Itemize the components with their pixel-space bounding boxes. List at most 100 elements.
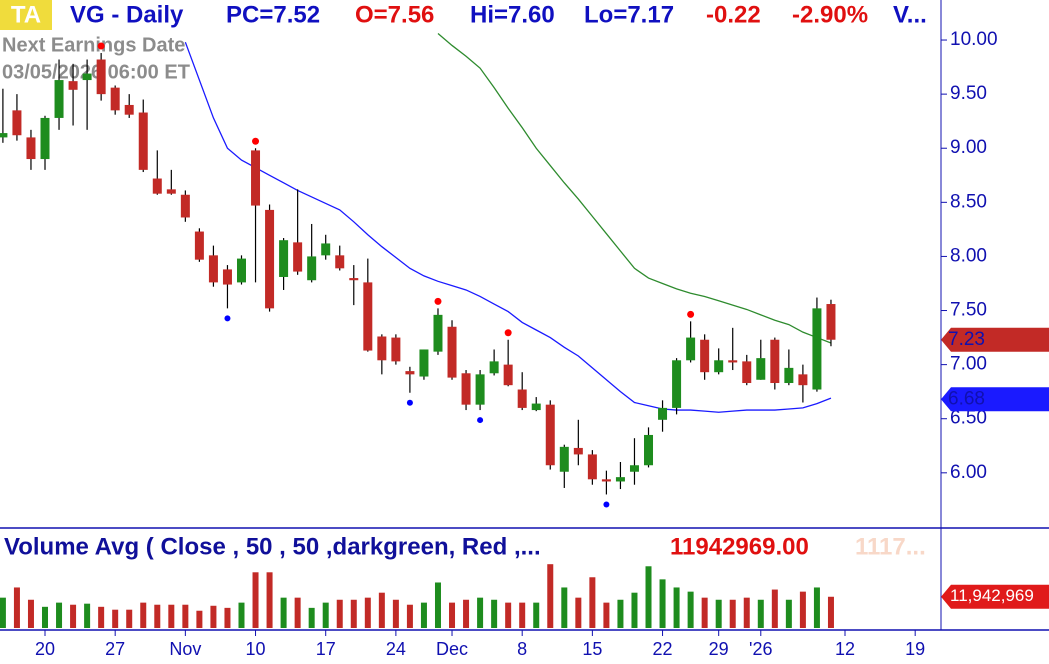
candle-body: [826, 304, 836, 340]
volume-bar: [463, 599, 470, 628]
candle-body: [629, 465, 639, 472]
x-tick-label: Dec: [436, 639, 468, 659]
volume-bar: [505, 602, 512, 628]
badge-bg: [0, 0, 52, 30]
volume-bar: [154, 604, 161, 628]
x-tick-label: Nov: [169, 639, 201, 659]
volume-bar: [631, 592, 638, 628]
pivot-high: [687, 310, 695, 318]
x-tick-label: 17: [316, 639, 336, 659]
volume-bar: [449, 602, 456, 628]
volume-bar: [771, 589, 778, 628]
volume-bar: [252, 572, 259, 628]
volume-bar: [519, 602, 526, 628]
volume-bar: [266, 572, 273, 628]
candle-body: [658, 407, 668, 420]
x-tick-label: 8: [517, 639, 527, 659]
candle-body: [236, 258, 246, 283]
volume-bar: [827, 596, 834, 628]
candle-body: [531, 403, 541, 411]
candle-body: [152, 178, 162, 194]
header-stat: PC=7.52: [226, 1, 320, 28]
candle-body: [279, 240, 289, 277]
volume-bar: [84, 603, 91, 628]
volume-bar: [729, 599, 736, 628]
pivot-high: [504, 329, 512, 337]
volume-bar: [126, 609, 133, 628]
volume-bar: [238, 602, 245, 628]
volume-bar: [420, 602, 427, 628]
candle-body: [26, 137, 36, 160]
candle-body: [433, 314, 443, 352]
subtitle: 03/05/2026 06:00 ET: [2, 61, 190, 83]
volume-bar: [308, 607, 315, 628]
candle-body: [475, 374, 485, 405]
candle-body: [559, 446, 569, 472]
pivot-high: [434, 297, 442, 305]
y-tick-label: 9.00: [950, 137, 987, 158]
candle-body: [601, 479, 611, 482]
pivot-high: [97, 42, 105, 50]
volume-bar: [112, 609, 119, 628]
header-stat: Lo=7.17: [584, 1, 674, 28]
candle-body: [293, 242, 303, 272]
moving-average: [184, 41, 832, 413]
candle-body: [489, 361, 499, 374]
candle-body: [615, 477, 625, 482]
volume-bar: [140, 602, 147, 628]
pivot-low: [603, 501, 610, 508]
candle-body: [756, 358, 766, 380]
candle-body: [587, 454, 597, 480]
y-tick-label: 8.50: [950, 191, 987, 212]
x-tick-label: 22: [653, 639, 673, 659]
x-tick-label: 15: [582, 639, 602, 659]
volume-bar: [0, 597, 6, 628]
candle-body: [307, 256, 317, 281]
header-stat: Hi=7.60: [470, 1, 555, 28]
volume-bar: [617, 599, 624, 628]
x-tick-label: 19: [905, 639, 925, 659]
volume-bar: [743, 597, 750, 628]
price-tag-label: 7.23: [948, 329, 985, 350]
candle-body: [124, 104, 134, 115]
y-tick-label: 6.00: [950, 462, 987, 483]
x-tick-label: '26: [749, 639, 772, 659]
candle-body: [770, 339, 780, 384]
header-stat: -0.22: [706, 1, 761, 28]
volume-bar: [589, 577, 596, 628]
candle-body: [728, 360, 738, 363]
volume-bar: [477, 597, 484, 628]
volume-bar: [336, 599, 343, 628]
candle-body: [517, 389, 527, 408]
candle-body: [798, 374, 808, 386]
volume-bar: [364, 597, 371, 628]
moving-average: [437, 33, 832, 344]
volume-bar: [280, 597, 287, 628]
volume-title: Volume Avg ( Close , 50 , 50 ,darkgreen,…: [4, 533, 541, 560]
volume-tag-label: 11,942,969: [950, 586, 1034, 605]
badge: TA: [11, 1, 41, 28]
candle-body: [335, 255, 345, 269]
volume-tag: [941, 584, 1049, 609]
volume-bar: [224, 607, 231, 628]
volume-bar: [406, 604, 413, 628]
candle-body: [700, 339, 710, 373]
candle-body: [265, 209, 275, 309]
volume-bar: [575, 597, 582, 628]
candle-body: [419, 349, 429, 377]
volume-bar: [210, 605, 217, 628]
volume-bar: [294, 597, 301, 628]
x-tick-label: 24: [386, 639, 406, 659]
x-tick-label: 12: [835, 639, 855, 659]
candle-body: [784, 367, 794, 384]
volume-bar: [42, 606, 49, 628]
x-tick-label: 27: [105, 639, 125, 659]
y-tick-label: 10.00: [950, 29, 998, 50]
candle-body: [96, 59, 106, 95]
candle-body: [110, 87, 120, 111]
volume-bar: [659, 579, 666, 628]
candle-body: [573, 447, 583, 455]
y-tick-label: 8.00: [950, 245, 987, 266]
y-tick-label: 7.50: [950, 300, 987, 321]
